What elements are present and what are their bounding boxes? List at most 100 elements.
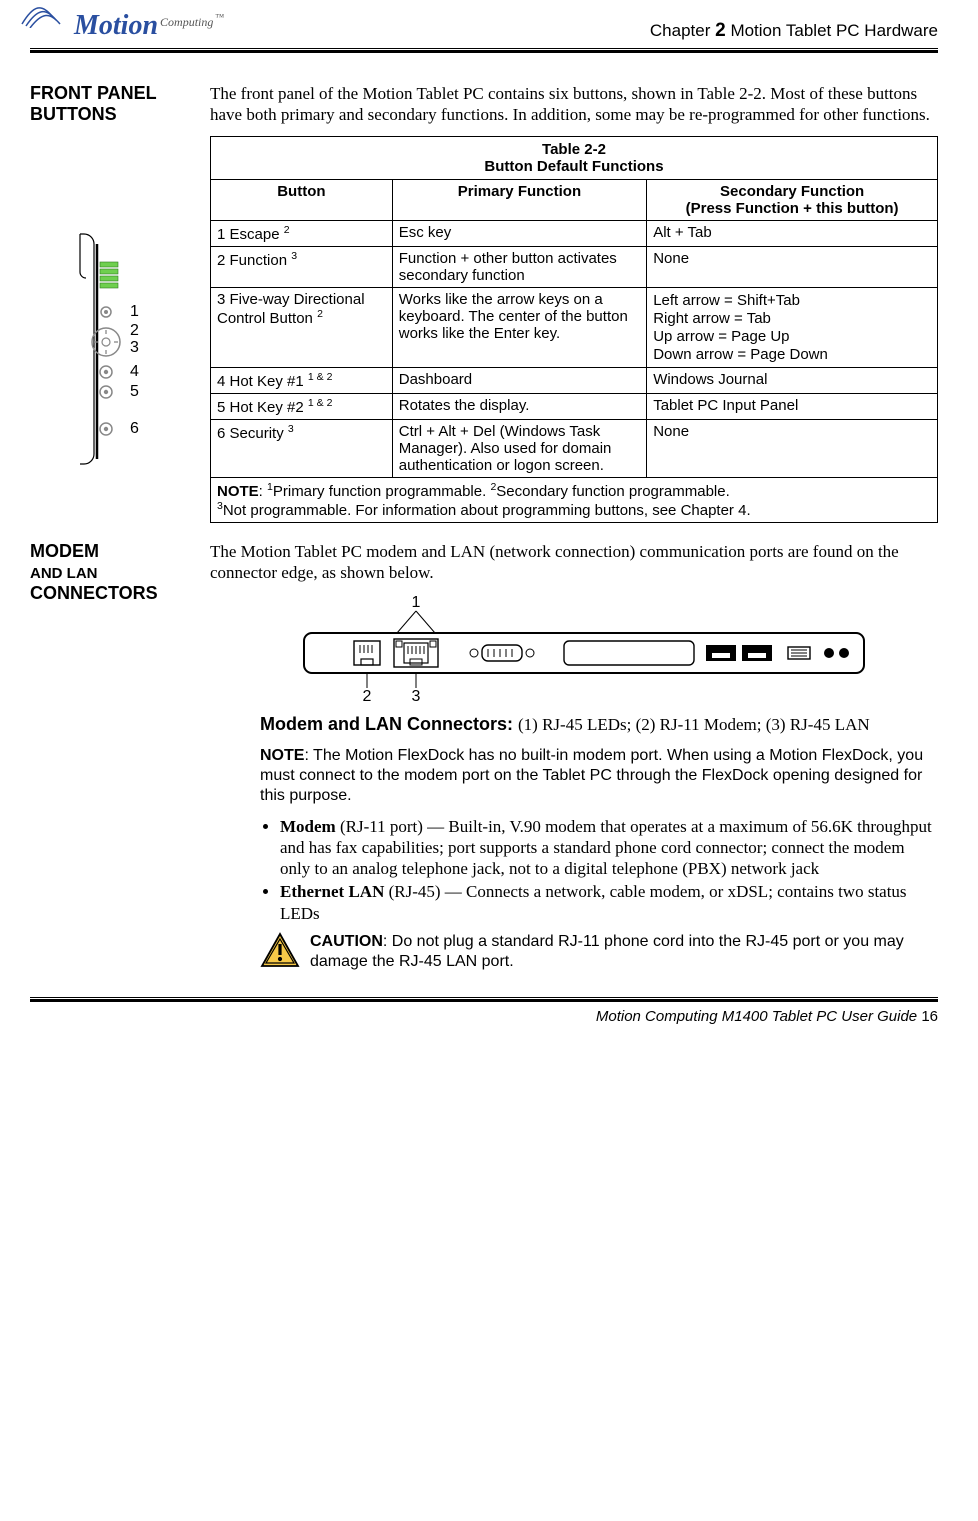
footer-text: Motion Computing M1400 Tablet PC User Gu… <box>30 1008 938 1025</box>
table-row: 5 Hot Key #2 1 & 2 Rotates the display. … <box>211 393 938 419</box>
caution-block: CAUTION: Do not plug a standard RJ-11 ph… <box>260 932 938 973</box>
th-secondary-l1: Secondary Function <box>653 183 931 200</box>
cell-button: 4 Hot Key #1 <box>217 373 304 390</box>
chapter-title: Motion Tablet PC Hardware <box>730 21 938 40</box>
note-text: Not programmable. For information about … <box>223 502 751 519</box>
cell-sup: 1 & 2 <box>308 371 333 383</box>
diagram-label-1: 1 <box>130 303 139 320</box>
side-heading-line3: CONNECTORS <box>30 583 190 604</box>
note-text: Secondary function programmable. <box>496 483 729 500</box>
diagram-label-4: 4 <box>130 363 139 380</box>
note-bold: NOTE <box>260 747 304 764</box>
cell-button: 3 Five-way Directional Control Button <box>217 291 365 327</box>
list-item: Ethernet LAN (RJ-45) — Connects a networ… <box>280 881 938 924</box>
diagram-label-5: 5 <box>130 383 139 400</box>
cell-secondary: None <box>647 246 938 287</box>
th-secondary: Secondary Function (Press Function + thi… <box>647 179 938 220</box>
cell-secondary-arrows: Left arrow = Shift+Tab Right arrow = Tab… <box>647 287 938 367</box>
arrow-line: Right arrow = Tab <box>653 310 931 327</box>
cell-secondary: Windows Journal <box>647 367 938 393</box>
diagram-label-3: 3 <box>130 339 139 356</box>
cell-button: 1 Escape <box>217 226 280 243</box>
warning-triangle-icon <box>260 932 300 973</box>
list-item: Modem (RJ-11 port) — Built-in, V.90 mode… <box>280 816 938 880</box>
sub-head-rest: (1) RJ-45 LEDs; (2) RJ-11 Modem; (3) RJ-… <box>518 715 870 734</box>
caution-body: : Do not plug a standard RJ-11 phone cor… <box>310 933 904 970</box>
chapter-word: Chapter <box>650 21 710 40</box>
cell-primary: Ctrl + Alt + Del (Windows Task Manager).… <box>392 419 646 477</box>
th-secondary-l2: (Press Function + this button) <box>653 200 931 217</box>
arrow-line: Up arrow = Page Up <box>653 328 931 345</box>
tablet-diagram-svg: 1 2 3 4 5 6 <box>50 224 180 484</box>
logo-trademark: ™ <box>215 12 224 22</box>
sub-head-bold: Modem and LAN Connectors: <box>260 714 518 734</box>
section-front-panel-buttons: FRONT PANEL BUTTONS The front panel of t… <box>30 83 938 136</box>
cell-primary: Rotates the display. <box>392 393 646 419</box>
table-row: 2 Function 3 Function + other button act… <box>211 246 938 287</box>
diagram-label-2: 2 <box>130 322 139 339</box>
note-bold: NOTE <box>217 483 259 500</box>
cell-sup: 3 <box>288 423 294 435</box>
arrow-line: Down arrow = Page Down <box>653 346 931 363</box>
bullet-rest: (RJ-11 port) — Built-in, V.90 modem that… <box>280 817 932 879</box>
cell-button: 2 Function <box>217 252 287 269</box>
modem-intro-paragraph: The Motion Tablet PC modem and LAN (netw… <box>210 541 938 584</box>
diagram-label-6: 6 <box>130 420 139 437</box>
cell-primary: Esc key <box>392 220 646 246</box>
side-heading-line1: MODEM <box>30 541 190 562</box>
table-row: 1 Escape 2 Esc key Alt + Tab <box>211 220 938 246</box>
cell-sup: 1 & 2 <box>308 397 333 409</box>
cell-sup: 2 <box>284 224 290 236</box>
th-button: Button <box>211 179 393 220</box>
footer-title: Motion Computing M1400 Tablet PC User Gu… <box>596 1008 917 1025</box>
th-primary: Primary Function <box>392 179 646 220</box>
logo-computing-text: Computing <box>160 15 213 30</box>
flexdock-note: NOTE: The Motion FlexDock has no built-i… <box>260 746 938 806</box>
table-row: 6 Security 3 Ctrl + Alt + Del (Windows T… <box>211 419 938 477</box>
logo-swirl-icon <box>20 2 62 33</box>
modem-connectors-heading: Modem and LAN Connectors: (1) RJ-45 LEDs… <box>260 713 938 736</box>
table-caption-line2: Button Default Functions <box>215 158 933 175</box>
side-heading-line2: AND LAN <box>30 562 190 583</box>
footer-rules <box>30 997 938 1002</box>
cell-primary: Dashboard <box>392 367 646 393</box>
caution-bold: CAUTION <box>310 933 383 950</box>
bullet-bold: Modem <box>280 817 336 836</box>
table-note-row: NOTE: 1Primary function programmable. 2S… <box>211 477 938 522</box>
bullet-bold: Ethernet LAN <box>280 882 384 901</box>
callout-1: 1 <box>412 594 421 611</box>
side-heading-line1: FRONT PANEL <box>30 83 190 104</box>
table-caption: Table 2-2 Button Default Functions <box>211 136 938 179</box>
connector-bullet-list: Modem (RJ-11 port) — Built-in, V.90 mode… <box>280 816 938 924</box>
table-caption-line1: Table 2-2 <box>215 141 933 158</box>
header-rule-thick <box>30 50 938 53</box>
note-body: : The Motion FlexDock has no built-in mo… <box>260 747 923 804</box>
cell-sup: 3 <box>291 250 297 262</box>
side-heading-modem: MODEM AND LAN CONNECTORS <box>30 541 190 973</box>
cell-sup: 2 <box>317 308 323 320</box>
side-heading-line2: BUTTONS <box>30 104 190 125</box>
cell-button: 5 Hot Key #2 <box>217 399 304 416</box>
table-row: 4 Hot Key #1 1 & 2 Dashboard Windows Jou… <box>211 367 938 393</box>
note-text: : <box>259 483 267 500</box>
cell-button: 6 Security <box>217 425 284 442</box>
note-text: Primary function programmable. <box>273 483 491 500</box>
logo-motion-text: Motion <box>74 10 158 42</box>
cell-secondary: Tablet PC Input Panel <box>647 393 938 419</box>
button-functions-table: Table 2-2 Button Default Functions Butto… <box>210 136 938 523</box>
chapter-number: 2 <box>715 20 726 41</box>
arrow-line: Left arrow = Shift+Tab <box>653 292 931 309</box>
table-row: 3 Five-way Directional Control Button 2 … <box>211 287 938 367</box>
caution-text: CAUTION: Do not plug a standard RJ-11 ph… <box>310 932 938 972</box>
cell-secondary: Alt + Tab <box>647 220 938 246</box>
cell-primary: Function + other button activates second… <box>392 246 646 287</box>
footer-page-number: 16 <box>921 1008 938 1025</box>
connector-edge-diagram: 1 <box>264 593 884 703</box>
header-rule-thin <box>30 48 938 49</box>
tablet-button-diagram: 1 2 3 4 5 6 <box>30 136 190 523</box>
side-heading-buttons: FRONT PANEL BUTTONS <box>30 83 190 136</box>
cell-secondary: None <box>647 419 938 477</box>
callout-2: 2 <box>363 688 372 703</box>
section-modem-lan: MODEM AND LAN CONNECTORS The Motion Tabl… <box>30 541 938 973</box>
page-header: Motion Computing ™ Chapter 2 Motion Tabl… <box>30 0 938 46</box>
